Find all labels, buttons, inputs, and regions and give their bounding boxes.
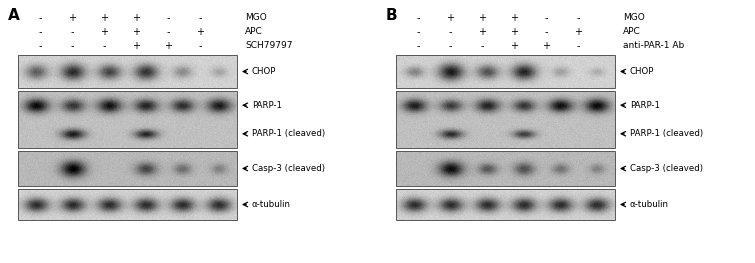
Text: -: - — [544, 13, 547, 23]
Text: PARP-1: PARP-1 — [630, 101, 660, 110]
Text: -: - — [70, 41, 74, 51]
Text: +: + — [542, 41, 550, 51]
Text: PARP-1: PARP-1 — [252, 101, 282, 110]
Text: -: - — [166, 27, 170, 37]
Text: α-tubulin: α-tubulin — [252, 200, 291, 209]
Text: -: - — [480, 41, 484, 51]
Text: α-tubulin: α-tubulin — [630, 200, 669, 209]
Text: anti-PAR-1 Ab: anti-PAR-1 Ab — [623, 42, 684, 50]
Text: -: - — [544, 27, 547, 37]
Text: -: - — [416, 41, 420, 51]
Text: +: + — [478, 27, 486, 37]
Text: APC: APC — [623, 28, 641, 37]
Text: -: - — [199, 41, 202, 51]
Text: +: + — [100, 27, 108, 37]
Bar — [18, 189, 237, 220]
Bar — [396, 189, 615, 220]
Text: -: - — [199, 13, 202, 23]
Text: SCH79797: SCH79797 — [245, 42, 292, 50]
Text: -: - — [576, 41, 580, 51]
Text: -: - — [39, 41, 42, 51]
Text: +: + — [446, 13, 454, 23]
Text: APC: APC — [245, 28, 263, 37]
Text: +: + — [132, 27, 140, 37]
Text: CHOP: CHOP — [252, 67, 276, 76]
Text: MGO: MGO — [623, 13, 645, 23]
Text: -: - — [416, 13, 420, 23]
Text: -: - — [39, 13, 42, 23]
Text: +: + — [510, 41, 518, 51]
Bar — [396, 91, 615, 148]
Text: +: + — [196, 27, 204, 37]
Text: +: + — [164, 41, 172, 51]
Text: +: + — [132, 41, 140, 51]
Bar — [18, 55, 237, 88]
Text: +: + — [132, 13, 140, 23]
Text: Casp-3 (cleaved): Casp-3 (cleaved) — [252, 164, 325, 173]
Text: +: + — [100, 13, 108, 23]
Text: -: - — [102, 41, 106, 51]
Bar — [396, 151, 615, 186]
Text: PARP-1 (cleaved): PARP-1 (cleaved) — [630, 129, 703, 138]
Text: -: - — [448, 27, 451, 37]
Text: -: - — [416, 27, 420, 37]
Text: MGO: MGO — [245, 13, 267, 23]
Text: +: + — [510, 27, 518, 37]
Text: Casp-3 (cleaved): Casp-3 (cleaved) — [630, 164, 703, 173]
Text: +: + — [68, 13, 76, 23]
Text: -: - — [448, 41, 451, 51]
Text: PARP-1 (cleaved): PARP-1 (cleaved) — [252, 129, 325, 138]
Text: CHOP: CHOP — [630, 67, 655, 76]
Text: -: - — [70, 27, 74, 37]
Text: B: B — [386, 8, 398, 23]
Text: -: - — [576, 13, 580, 23]
Text: +: + — [574, 27, 582, 37]
Text: A: A — [8, 8, 20, 23]
Bar — [18, 151, 237, 186]
Bar — [18, 91, 237, 148]
Text: +: + — [478, 13, 486, 23]
Text: -: - — [166, 13, 170, 23]
Bar — [396, 55, 615, 88]
Text: +: + — [510, 13, 518, 23]
Text: -: - — [39, 27, 42, 37]
